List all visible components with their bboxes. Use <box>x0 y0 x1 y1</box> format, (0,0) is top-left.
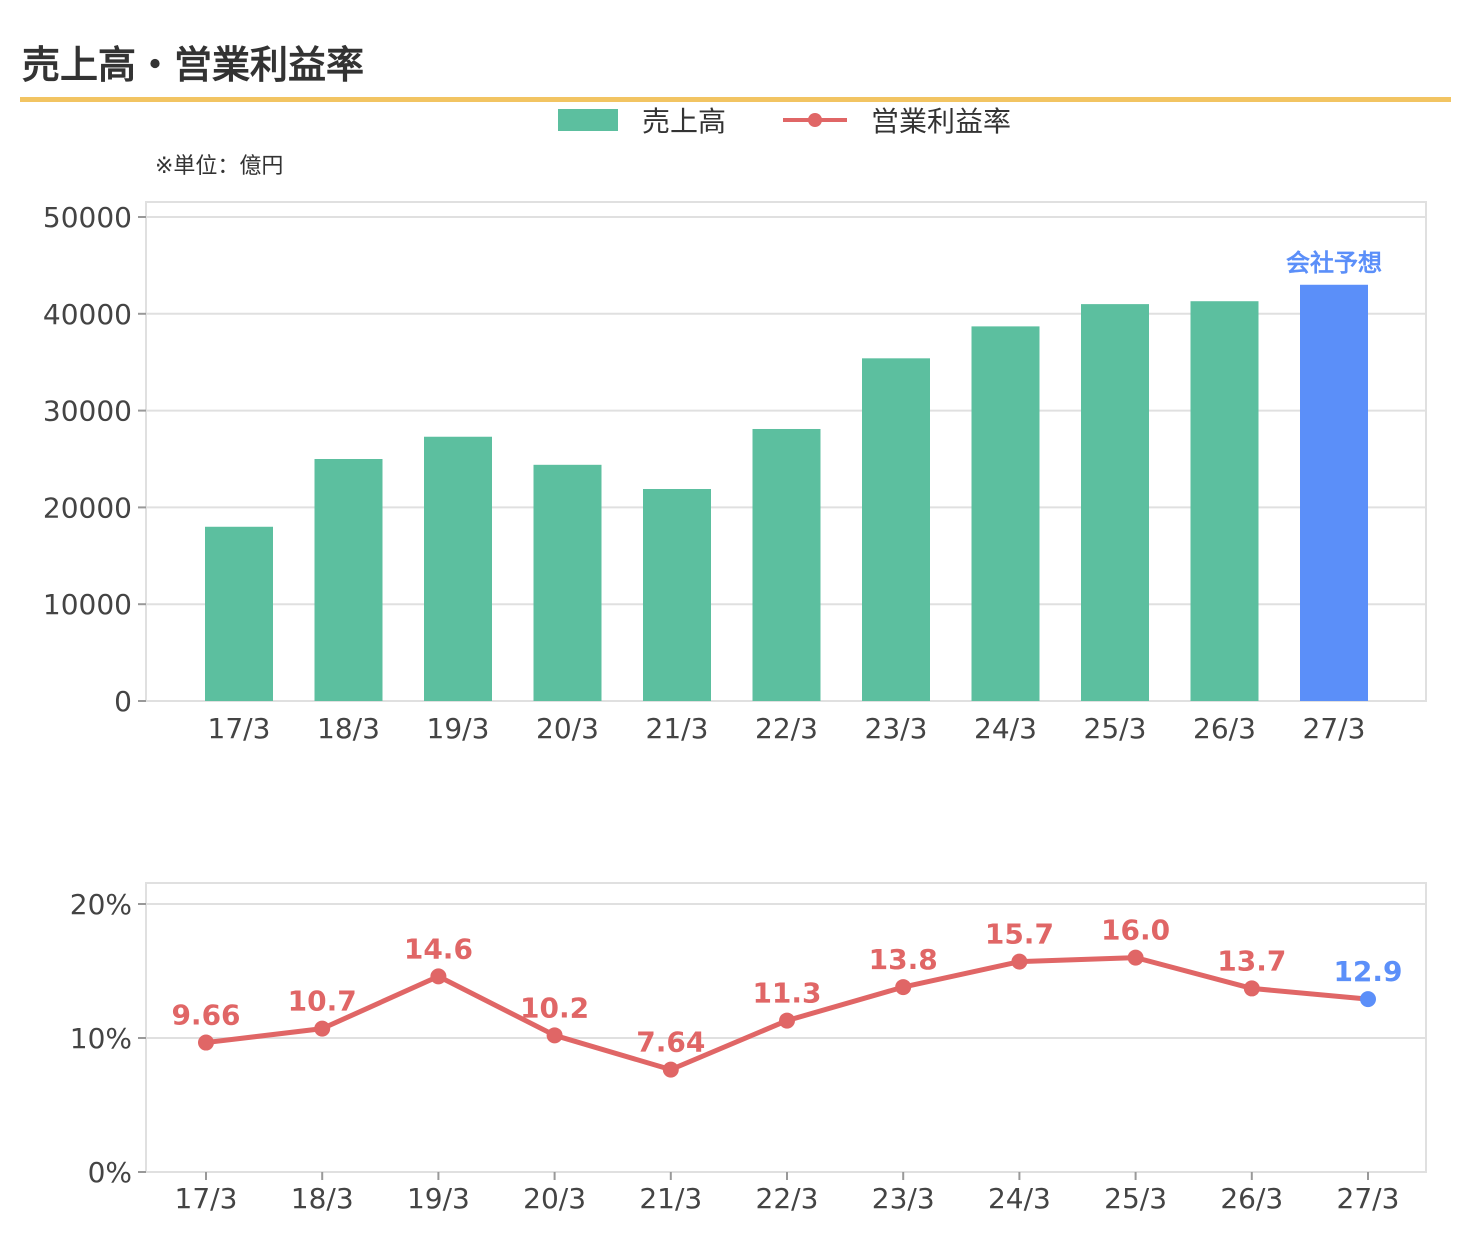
forecast-label: 会社予想 <box>1286 249 1382 277</box>
x-tick-label: 19/3 <box>427 712 490 745</box>
legend-bar-swatch <box>558 109 618 131</box>
x-tick-label: 27/3 <box>1337 1182 1400 1215</box>
sales-bar-chart: 0 10000 20000 30000 40000 50000 17/3 18/3 19/3 20… <box>43 201 1427 745</box>
bar-25-3 <box>1081 304 1149 701</box>
data-label: 7.64 <box>636 1026 705 1059</box>
x-tick-label: 21/3 <box>639 1182 702 1215</box>
bar-27-3 <box>1300 284 1368 701</box>
y-tick-label: 30000 <box>43 395 132 428</box>
data-label: 10.7 <box>288 985 357 1018</box>
legend-label-sales: 売上高 <box>642 105 727 138</box>
y-tick-label: 10% <box>70 1022 132 1055</box>
data-label: 12.9 <box>1333 955 1402 988</box>
bar-19-3 <box>424 436 492 701</box>
point-22-3 <box>779 1012 795 1029</box>
x-tick-label: 17/3 <box>175 1182 238 1215</box>
data-label: 14.6 <box>404 932 473 965</box>
y-tick-label: 20% <box>70 888 132 921</box>
legend-line-swatch <box>783 109 847 131</box>
y-tick-label: 10000 <box>43 588 132 621</box>
point-19-3 <box>430 968 447 985</box>
bar-18-3 <box>314 459 383 701</box>
y-tick-label: 50000 <box>43 201 132 234</box>
y-tick-label: 0 <box>114 685 132 718</box>
point-23-3 <box>895 979 912 996</box>
x-tick-label: 19/3 <box>407 1182 470 1215</box>
x-tick-label: 23/3 <box>865 712 928 745</box>
data-label: 10.2 <box>520 991 589 1024</box>
unit-note: ※単位：億円 <box>155 154 284 179</box>
y-tick-label: 40000 <box>43 298 132 331</box>
title-underline <box>20 97 1451 102</box>
x-tick-label: 17/3 <box>208 712 271 745</box>
point-17-3 <box>198 1034 214 1051</box>
data-label: 13.7 <box>1217 944 1286 977</box>
point-21-3 <box>662 1061 679 1078</box>
legend: 売上高 営業利益率 <box>0 100 1470 140</box>
x-tick-label: 24/3 <box>988 1182 1051 1215</box>
y-tick-label: 0% <box>88 1156 132 1189</box>
x-tick-label: 25/3 <box>1104 1182 1167 1215</box>
data-label: 13.8 <box>869 943 938 976</box>
point-26-3 <box>1243 980 1260 997</box>
data-label: 9.66 <box>171 999 240 1032</box>
bar-23-3 <box>862 358 930 701</box>
data-label: 11.3 <box>752 977 821 1010</box>
bar-22-3 <box>752 428 821 701</box>
data-label: 15.7 <box>985 918 1054 951</box>
x-tick-label: 26/3 <box>1193 712 1256 745</box>
bar-26-3 <box>1190 301 1259 701</box>
point-18-3 <box>314 1020 331 1037</box>
x-tick-label: 21/3 <box>646 712 709 745</box>
x-tick-label: 27/3 <box>1303 712 1366 745</box>
x-tick-label: 26/3 <box>1220 1182 1283 1215</box>
x-tick-label: 22/3 <box>756 1182 819 1215</box>
legend-label-margin: 営業利益率 <box>871 105 1012 138</box>
legend-item-margin[interactable]: 営業利益率 <box>783 100 1011 140</box>
bar-20-3 <box>533 464 602 701</box>
x-tick-label: 18/3 <box>291 1182 354 1215</box>
chart-title: 売上高・営業利益率 <box>22 43 365 87</box>
x-tick-label: 22/3 <box>755 712 818 745</box>
legend-item-sales[interactable]: 売上高 <box>558 100 726 140</box>
point-27-3 <box>1360 991 1376 1008</box>
y-tick-label: 20000 <box>43 491 132 524</box>
x-tick-label: 20/3 <box>536 712 599 745</box>
point-24-3 <box>1011 953 1028 970</box>
x-tick-label: 23/3 <box>872 1182 935 1215</box>
bar-17-3 <box>205 526 273 701</box>
point-25-3 <box>1127 949 1144 966</box>
x-tick-label: 20/3 <box>523 1182 586 1215</box>
bar-24-3 <box>971 326 1040 701</box>
x-tick-label: 25/3 <box>1084 712 1147 745</box>
x-tick-label: 18/3 <box>317 712 380 745</box>
bar-21-3 <box>643 489 711 701</box>
x-tick-label: 24/3 <box>974 712 1037 745</box>
point-20-3 <box>546 1027 563 1044</box>
data-label: 16.0 <box>1101 914 1170 947</box>
